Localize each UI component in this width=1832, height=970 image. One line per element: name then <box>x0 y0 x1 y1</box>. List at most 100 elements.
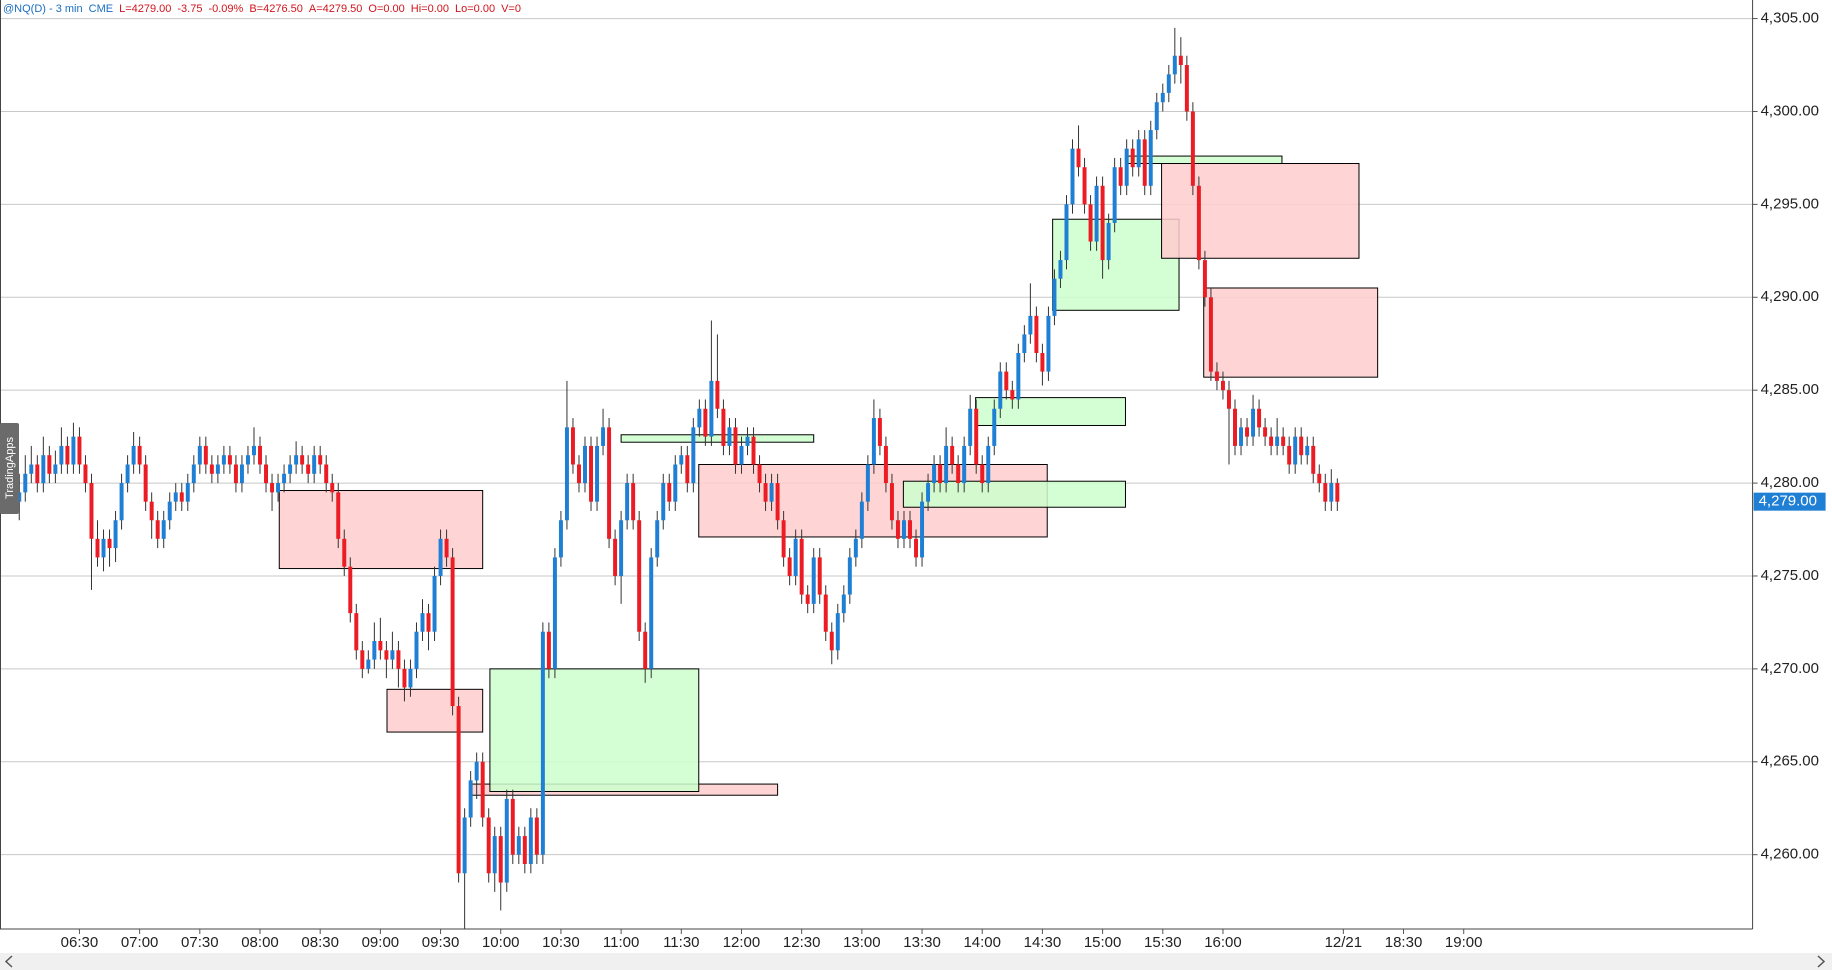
candle-body <box>667 483 672 502</box>
candle-body <box>1136 139 1141 168</box>
candle-body <box>378 641 383 651</box>
candle-body <box>829 631 834 651</box>
candle-body <box>745 436 750 446</box>
candle-body <box>456 706 461 874</box>
candle-body <box>625 483 630 521</box>
candle-body <box>366 659 371 669</box>
candle-body <box>1154 102 1159 131</box>
candle-body <box>95 538 100 558</box>
candle-body <box>697 408 702 428</box>
candle-body <box>1058 260 1063 279</box>
candle-body <box>847 557 852 595</box>
x-tick-label: 15:00 <box>1084 934 1122 951</box>
candle-body <box>71 436 76 465</box>
candle-body <box>589 445 594 502</box>
candle-body <box>209 464 214 474</box>
scroll-left[interactable] <box>4 955 13 968</box>
candle-body <box>372 641 377 660</box>
candle-body <box>203 445 208 465</box>
candle-body <box>179 492 184 502</box>
last-price-box <box>1753 492 1826 511</box>
x-tick-label: 08:00 <box>241 934 279 951</box>
candle-body <box>270 483 275 493</box>
candle-body <box>107 538 112 549</box>
candle-body <box>276 483 281 493</box>
candle-body <box>889 483 894 521</box>
candle-body <box>1220 380 1225 391</box>
candle-body <box>1040 353 1045 372</box>
candle-body <box>1064 204 1069 261</box>
quote-item: -3.75 <box>177 3 203 15</box>
scrollbar[interactable] <box>0 953 1832 970</box>
zone <box>489 668 700 793</box>
candle-body <box>631 483 636 521</box>
candle-body <box>968 408 973 446</box>
candle-body <box>877 418 882 446</box>
candle-body <box>1245 427 1250 437</box>
candle-body <box>1142 139 1147 186</box>
candle-body <box>1010 390 1015 400</box>
candle-body <box>360 650 365 669</box>
quote-item: L=4279.00 <box>119 3 172 15</box>
zone <box>975 397 1126 426</box>
x-tick-label: 14:00 <box>963 934 1001 951</box>
candle-body <box>408 668 413 688</box>
candle-body <box>1317 473 1322 484</box>
candle-body <box>1166 74 1171 93</box>
candle-body <box>938 464 943 484</box>
candle-body <box>113 520 118 549</box>
candle-body <box>775 483 780 521</box>
candle-body <box>342 538 347 567</box>
candle-body <box>817 557 822 595</box>
candle-body <box>1208 297 1213 372</box>
side-tab[interactable] <box>0 423 19 514</box>
candle-body <box>1052 278 1057 316</box>
candle-body <box>41 455 46 484</box>
scroll-right[interactable] <box>1817 955 1826 968</box>
candle-body <box>637 520 642 632</box>
x-tick-label: 09:00 <box>362 934 400 951</box>
candle-body <box>23 473 28 493</box>
candle-body <box>77 436 82 465</box>
candle-body <box>1082 167 1087 205</box>
candle-body <box>655 520 660 558</box>
candle-body <box>739 445 744 465</box>
candle-body <box>1088 204 1093 242</box>
candle-body <box>540 631 545 855</box>
candle-body <box>883 445 888 484</box>
candle-body <box>444 538 449 558</box>
candle-body <box>528 817 533 864</box>
x-tick-label: 14:30 <box>1024 934 1062 951</box>
candle-body <box>498 836 503 883</box>
candle-body <box>1214 371 1219 381</box>
candle-body <box>1178 55 1183 66</box>
candle-body <box>432 575 437 632</box>
candle-body <box>522 836 527 864</box>
candle-body <box>1293 436 1298 465</box>
candle-body <box>787 557 792 576</box>
candle-body <box>751 436 756 465</box>
candle-body <box>1016 353 1021 400</box>
candle-body <box>895 520 900 539</box>
zone <box>278 490 484 570</box>
candle-body <box>679 455 684 465</box>
quote-item: B=4276.50 <box>249 3 303 15</box>
y-tick-label: 4,285.00 <box>1761 381 1819 398</box>
candle-body <box>149 501 154 521</box>
candle-body <box>1251 408 1256 437</box>
candle-body <box>1046 315 1051 372</box>
candle-body <box>1118 167 1123 186</box>
candle-body <box>330 483 335 493</box>
candle-body <box>799 538 804 595</box>
candle-body <box>1148 130 1153 186</box>
candle-body <box>288 464 293 474</box>
candle-body <box>974 408 979 465</box>
candle-body <box>835 613 840 651</box>
x-tick-label: 12:00 <box>723 934 761 951</box>
candle-body <box>1112 167 1117 223</box>
quote: L=4279.00 -3.75 -0.09% B=4276.50 A=4279.50 O=… <box>119 3 521 15</box>
candle-body <box>721 408 726 446</box>
candle-body <box>1263 427 1268 437</box>
candle-body <box>709 380 714 437</box>
